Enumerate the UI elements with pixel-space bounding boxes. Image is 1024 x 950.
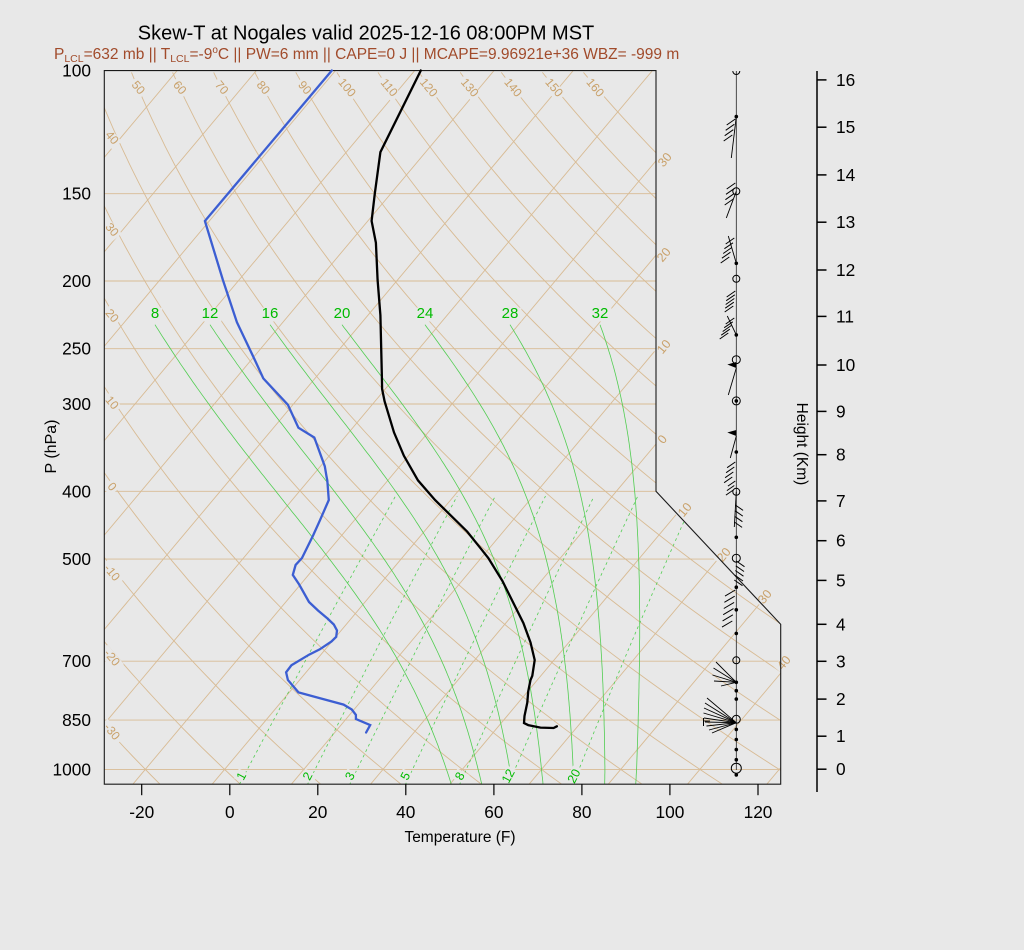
svg-text:Temperature (F): Temperature (F) [404,829,515,846]
svg-text:Skew-T at Nogales valid 2025-1: Skew-T at Nogales valid 2025-12-16 08:00… [138,23,595,45]
svg-text:10: 10 [836,355,855,375]
svg-text:20: 20 [308,802,327,822]
svg-text:20: 20 [565,767,584,786]
svg-text:24: 24 [417,305,434,322]
svg-text:100: 100 [62,61,91,81]
svg-text:12: 12 [836,260,855,280]
svg-text:4: 4 [836,614,846,634]
svg-text:3: 3 [836,651,846,671]
svg-text:5: 5 [836,570,846,590]
svg-text:20: 20 [334,305,351,322]
svg-text:500: 500 [62,549,91,569]
svg-text:28: 28 [502,305,519,322]
svg-text:Height (Km): Height (Km) [793,403,810,486]
svg-text:200: 200 [62,271,91,291]
svg-text:16: 16 [836,70,855,90]
svg-text:400: 400 [62,481,91,501]
svg-text:15: 15 [836,117,855,137]
svg-text:9: 9 [836,401,846,421]
svg-text:850: 850 [62,710,91,730]
svg-text:80: 80 [572,802,591,822]
svg-text:32: 32 [592,305,609,322]
svg-text:0: 0 [836,759,846,779]
svg-text:1: 1 [836,726,846,746]
svg-text:700: 700 [62,651,91,671]
svg-text:16: 16 [262,305,279,322]
svg-text:13: 13 [836,212,855,232]
svg-text:0: 0 [225,802,235,822]
svg-text:250: 250 [62,339,91,359]
svg-text:8: 8 [836,445,846,465]
svg-text:120: 120 [744,802,773,822]
svg-text:300: 300 [62,394,91,414]
svg-text:12: 12 [202,305,219,322]
svg-text:40: 40 [396,802,415,822]
svg-text:2: 2 [836,689,846,709]
svg-text:-20: -20 [129,802,154,822]
svg-text:60: 60 [484,802,503,822]
svg-text:1000: 1000 [53,759,91,779]
svg-text:11: 11 [836,306,854,326]
svg-text:7: 7 [836,491,846,511]
svg-text:PLCL=632 mb || TLCL=-9oC || PW: PLCL=632 mb || TLCL=-9oC || PW=6 mm || C… [54,45,679,65]
svg-text:14: 14 [836,165,856,185]
svg-text:150: 150 [62,184,91,204]
svg-text:P (hPa): P (hPa) [43,420,60,474]
svg-text:6: 6 [836,531,846,551]
svg-text:100: 100 [655,802,684,822]
svg-text:12: 12 [499,767,518,786]
svg-text:8: 8 [151,305,159,322]
